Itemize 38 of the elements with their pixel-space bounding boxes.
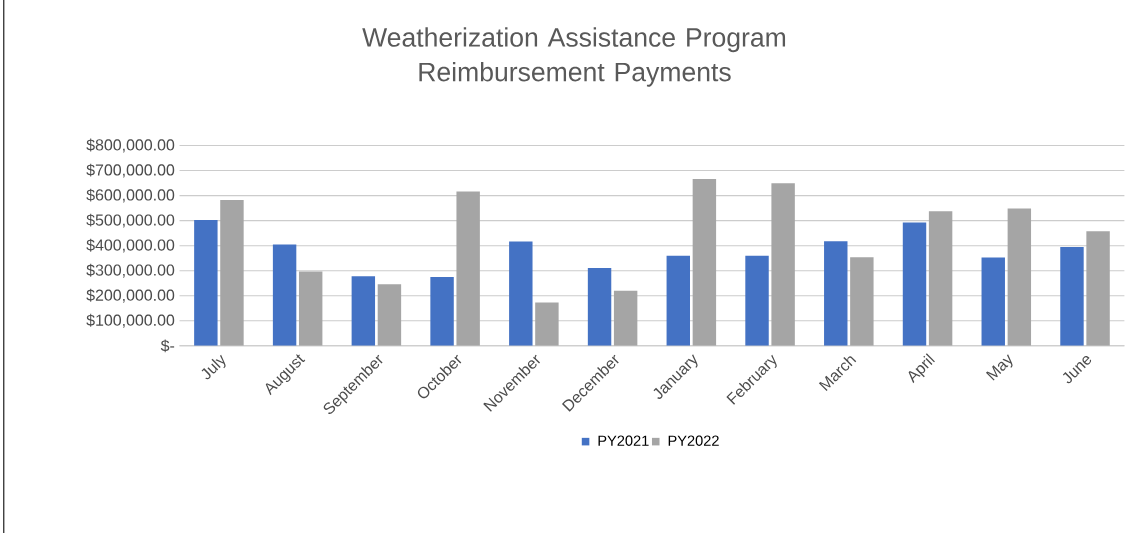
bar	[456, 191, 480, 346]
bar	[745, 255, 769, 346]
x-tick-label: July	[201, 354, 226, 380]
bar	[430, 277, 454, 346]
bar	[902, 222, 927, 346]
bar	[692, 179, 717, 346]
y-tick-label: $800,000.00	[86, 138, 175, 153]
y-tick-label: $600,000.00	[86, 188, 175, 203]
bar	[194, 219, 218, 346]
legend-label: PY2021	[598, 435, 649, 446]
bar	[272, 244, 297, 346]
y-tick-label: $500,000.00	[86, 213, 175, 228]
bar	[771, 183, 795, 346]
bar	[666, 255, 691, 346]
y-tick-label: $-	[160, 339, 175, 353]
bar	[535, 302, 559, 346]
y-tick-label: $200,000.00	[86, 288, 175, 303]
y-tick-label: $400,000.00	[86, 238, 175, 253]
chart-title: Weatherization Assistance Program Reimbursement Payments	[362, 27, 786, 87]
bar	[298, 271, 323, 346]
bar	[824, 241, 848, 346]
bar	[220, 200, 244, 346]
bar	[613, 290, 638, 346]
y-tick-label: $700,000.00	[86, 163, 175, 178]
x-tick-label: May	[985, 354, 1013, 381]
bar	[981, 257, 1005, 346]
bar	[1060, 246, 1084, 346]
y-tick-label: $300,000.00	[86, 263, 175, 278]
y-tick-label: $100,000.00	[86, 313, 175, 328]
bar	[928, 211, 953, 346]
bar	[351, 276, 376, 346]
bar	[587, 268, 612, 346]
legend-label: PY2022	[668, 435, 719, 446]
bar	[850, 257, 874, 346]
bar	[377, 284, 402, 346]
bar	[1086, 231, 1110, 346]
bar	[509, 241, 533, 346]
bar	[1007, 208, 1032, 346]
